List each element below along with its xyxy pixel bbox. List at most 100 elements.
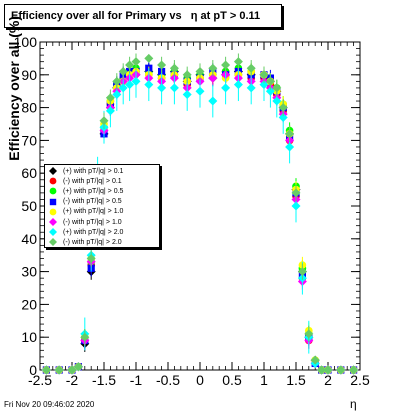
data-point: [259, 70, 269, 80]
x-tick-label: 1: [260, 372, 268, 388]
legend-entry: (-) with pT/|q| > 2.0: [49, 237, 159, 247]
data-point: [208, 73, 218, 83]
legend-marker-shape: [49, 177, 57, 185]
legend-marker-shape: [49, 228, 57, 237]
legend-marker-glyph: [49, 188, 57, 195]
y-tick-label: 50: [21, 198, 37, 214]
data-point: [157, 60, 167, 70]
data-point: [272, 83, 282, 93]
y-tick-label: 20: [21, 296, 37, 312]
legend-marker-glyph: [49, 218, 57, 227]
data-point: [272, 96, 282, 106]
legend-marker-glyph: [49, 198, 57, 205]
legend-label: (+) with pT/|q| > 2.0: [63, 228, 124, 236]
x-tick-label: -2.5: [28, 372, 52, 388]
legend-entry: (+) with pT/|q| > 1.0: [49, 207, 159, 217]
legend-entry: (+) with pT/|q| > 0.5: [49, 186, 159, 196]
x-tick-label: 0.5: [222, 372, 242, 388]
legend-marker-glyph: [49, 238, 57, 247]
data-point: [221, 60, 231, 70]
data-point: [118, 83, 128, 93]
data-point: [86, 253, 96, 263]
data-point: [208, 96, 218, 106]
legend-marker-icon: [49, 218, 57, 227]
legend-marker-icon: [49, 177, 57, 185]
legend-marker-shape: [49, 188, 57, 195]
series-7: [41, 53, 359, 375]
legend-marker-icon: [49, 238, 57, 247]
x-tick-label: -0.5: [156, 372, 180, 388]
data-point: [278, 103, 288, 113]
legend-entry: (+) with pT/|q| > 2.0: [49, 227, 159, 237]
legend-marker-shape: [49, 167, 57, 176]
legend-marker-icon: [49, 167, 57, 176]
data-point: [169, 63, 179, 73]
data-point: [317, 365, 327, 375]
data-point: [297, 267, 307, 277]
legend-marker-glyph: [49, 208, 57, 216]
x-tick-label: -2: [66, 372, 79, 388]
x-tick-label: -1.5: [92, 372, 116, 388]
legend-marker-icon: [49, 198, 57, 206]
x-tick-label: 0: [196, 372, 204, 388]
y-tick-label: 0: [29, 362, 37, 378]
y-tick-label: 90: [21, 67, 37, 83]
legend-entry: (+) with pT/|q| > 0.1: [49, 166, 159, 176]
x-axis-label: η: [350, 397, 357, 411]
legend-marker-glyph: [49, 228, 57, 237]
y-tick-label: 40: [21, 231, 37, 247]
data-point: [169, 83, 179, 93]
legend-marker-glyph: [49, 167, 57, 176]
legend-marker-shape: [49, 208, 57, 216]
data-point: [67, 365, 77, 375]
data-point: [233, 57, 243, 67]
legend-marker-icon: [49, 187, 57, 195]
data-point: [323, 365, 333, 375]
x-tick-label: 1.5: [286, 372, 306, 388]
data-point: [285, 142, 295, 152]
y-axis-label: Efficiency over all (%): [6, 16, 22, 161]
data-point: [125, 80, 135, 90]
legend-label: (+) with pT/|q| > 1.0: [63, 208, 124, 216]
data-point: [131, 57, 141, 67]
data-point: [304, 329, 314, 339]
data-point: [54, 365, 64, 375]
y-tick-label: 60: [21, 165, 37, 181]
data-point: [278, 112, 288, 122]
data-point: [349, 365, 359, 375]
legend-entry: (-) with pT/|q| > 0.1: [49, 176, 159, 186]
legend-marker-icon: [49, 228, 57, 237]
data-point: [233, 80, 243, 90]
y-tick-label: 30: [21, 264, 37, 280]
data-point: [125, 60, 135, 70]
data-point: [208, 63, 218, 73]
legend-marker-icon: [49, 208, 57, 216]
data-point: [259, 80, 269, 90]
data-point: [112, 76, 122, 86]
data-point: [144, 80, 154, 90]
data-point: [265, 76, 275, 86]
legend-label: (+) with pT/|q| > 0.5: [63, 187, 124, 195]
legend-marker-shape: [49, 218, 57, 227]
data-point: [291, 201, 301, 211]
legend-label: (-) with pT/|q| > 0.1: [63, 177, 122, 185]
y-tick-label: 70: [21, 132, 37, 148]
data-point: [157, 83, 167, 93]
legend-label: (-) with pT/|q| > 1.0: [63, 218, 122, 226]
data-point: [310, 355, 320, 365]
data-point: [195, 67, 205, 77]
chart-title: Efficiency over all for Primary vs η at …: [4, 4, 282, 28]
data-point: [221, 83, 231, 93]
timestamp: Fri Nov 20 09:46:02 2020: [4, 400, 95, 409]
data-point: [285, 129, 295, 139]
data-point: [99, 116, 109, 126]
legend-label: (-) with pT/|q| > 0.5: [63, 198, 122, 206]
data-point: [144, 53, 154, 63]
data-point: [265, 86, 275, 96]
y-tick-label: 10: [21, 329, 37, 345]
x-tick-label: 2.5: [350, 372, 370, 388]
data-point: [182, 89, 192, 99]
data-point: [112, 89, 122, 99]
legend-label: (+) with pT/|q| > 0.1: [63, 167, 124, 175]
